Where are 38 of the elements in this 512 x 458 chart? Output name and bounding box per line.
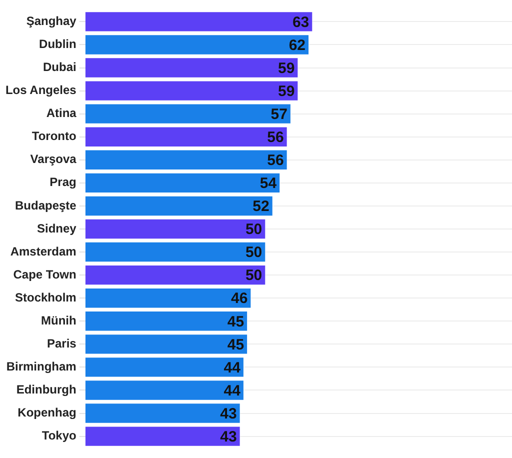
y-tick-label: Atina	[46, 106, 77, 120]
data-label: 44	[224, 359, 242, 376]
y-tick-label: Paris	[46, 336, 77, 350]
data-label: 59	[278, 82, 295, 100]
y-tick-label: Dublin	[39, 37, 76, 52]
y-tick-label: Edinburgh	[16, 382, 76, 397]
y-tick-label: Birmingham	[6, 360, 76, 374]
y-tick-label: Varşova	[30, 152, 77, 166]
y-tick-label: Kopenhag	[18, 406, 76, 420]
data-label: 43	[220, 428, 237, 446]
data-label: 50	[245, 244, 262, 262]
data-label: 52	[252, 198, 270, 216]
y-tick-label: Los Angeles	[5, 83, 77, 98]
data-label: 57	[270, 106, 288, 123]
data-label: 46	[230, 290, 248, 308]
data-label: 62	[288, 36, 306, 54]
y-tick-label: Tokyo	[42, 428, 76, 443]
y-tick-label: Sidney	[36, 221, 77, 236]
data-label: 56	[267, 152, 284, 170]
y-tick-label: Cape Town	[13, 267, 76, 282]
y-tick-label: Budapeşte	[14, 198, 77, 212]
data-label: 50	[245, 267, 262, 284]
y-tick-label: Toronto	[32, 129, 76, 144]
data-label: 43	[220, 405, 237, 422]
data-label: 56	[267, 129, 284, 146]
y-tick-label: Prag	[50, 175, 76, 190]
data-label: 45	[227, 313, 244, 330]
data-label: 63	[292, 14, 310, 31]
y-tick-label: Stockholm	[15, 290, 76, 304]
y-tick-label: Münih	[41, 313, 76, 328]
y-tick-label: Dubai	[43, 60, 76, 74]
data-label: 44	[224, 382, 242, 400]
data-label: 45	[227, 336, 244, 354]
data-label: 50	[245, 221, 262, 238]
y-tick-label: Şanghay	[26, 14, 77, 28]
data-label: 59	[278, 60, 295, 77]
data-label: 54	[260, 175, 278, 192]
y-tick-label: Amsterdam	[10, 244, 76, 258]
